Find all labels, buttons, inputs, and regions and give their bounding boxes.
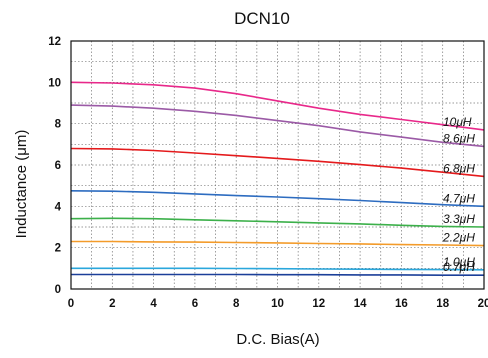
series-label: 8.6μH [443, 131, 475, 145]
series-label: 4.7μH [443, 191, 475, 205]
y-tick-label: 12 [48, 36, 61, 48]
x-tick-label: 8 [233, 298, 240, 310]
series-line [70, 190, 485, 208]
x-tick-label: 12 [312, 298, 325, 310]
x-tick-label: 16 [395, 298, 408, 310]
series-label: 2.2μH [442, 231, 475, 245]
y-tick-label: 4 [55, 201, 62, 213]
y-axis-label: Inductance (μm) [13, 130, 30, 239]
series-line [70, 104, 485, 148]
y-tick-label: 0 [55, 284, 61, 296]
x-tick-label: 2 [109, 298, 115, 310]
series-line [71, 273, 484, 277]
series-label: 0.7μH [443, 260, 475, 274]
x-tick-label: 4 [150, 298, 157, 310]
x-tick-label: 6 [192, 298, 198, 310]
x-tick-label: 14 [354, 298, 367, 310]
x-tick-label: 10 [271, 298, 284, 310]
y-tick-label: 2 [55, 243, 61, 255]
y-tick-label: 8 [55, 119, 62, 131]
series-label: 1.0μH [443, 255, 475, 269]
x-tick-label: 18 [436, 298, 449, 310]
plot-frame [70, 40, 485, 290]
series-line [70, 147, 485, 178]
series-line [70, 81, 485, 131]
series-label: 6.8μH [443, 161, 475, 175]
series-label: 3.3μH [443, 212, 475, 226]
y-tick-label: 10 [48, 77, 61, 89]
gridlines [71, 41, 484, 289]
y-tick-label: 6 [55, 160, 61, 172]
series-line [71, 267, 485, 271]
tick-labels: 0 2 4 6 8 10 12 14 16 18 20 0 2 4 6 8 10 12 [48, 36, 488, 310]
chart-title: DCN10 [234, 9, 290, 28]
x-tick-label: 20 [478, 298, 488, 310]
series-lines [70, 81, 485, 277]
series-line [71, 240, 485, 247]
x-tick-label: 0 [68, 298, 74, 310]
series-label: 10μH [443, 115, 472, 129]
series-line [70, 217, 485, 228]
x-axis-label: D.C. Bias(A) [236, 331, 319, 348]
